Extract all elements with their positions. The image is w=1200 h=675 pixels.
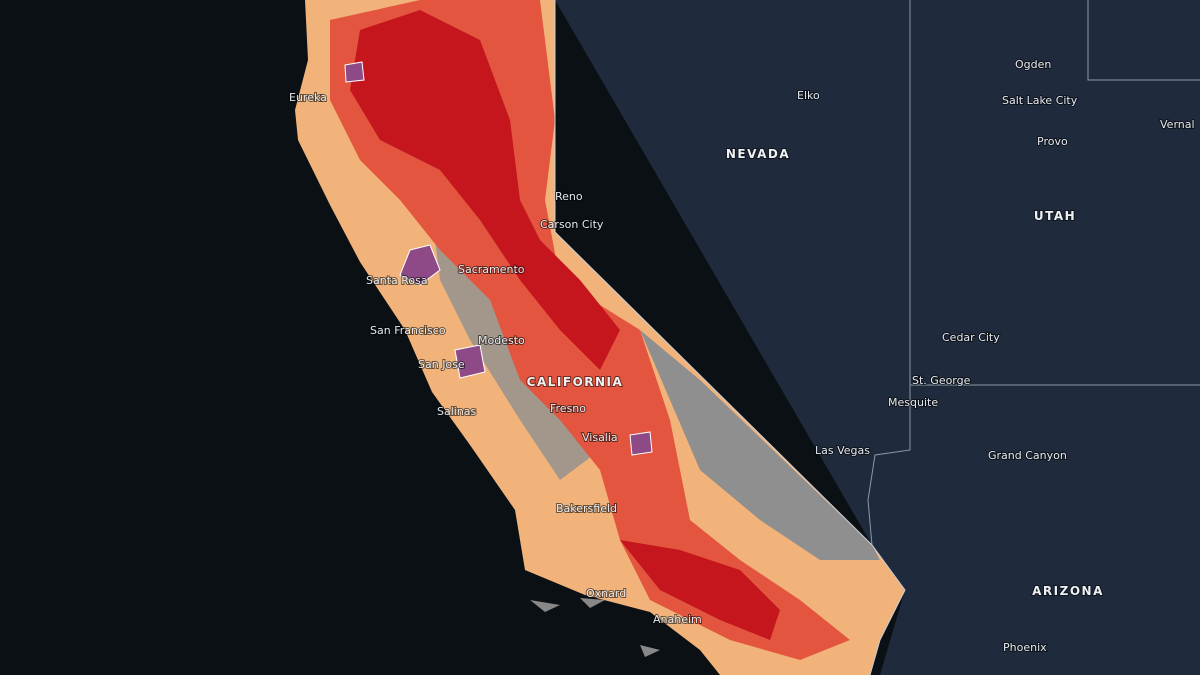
city-label: Santa Rosa xyxy=(366,274,428,287)
city-label: Ogden xyxy=(1015,58,1051,71)
border xyxy=(867,385,911,546)
state-label: ARIZONA xyxy=(1032,584,1104,598)
border xyxy=(1087,0,1200,81)
city-label: Oxnard xyxy=(586,587,626,600)
city-label: Modesto xyxy=(478,334,525,347)
city-label: Salinas xyxy=(437,405,477,418)
city-label: Vernal xyxy=(1160,118,1195,131)
state-label: UTAH xyxy=(1034,209,1076,223)
city-label: Anaheim xyxy=(653,613,702,626)
city-label: Eureka xyxy=(289,91,327,104)
city-label: Sacramento xyxy=(458,263,525,276)
desert-zone xyxy=(640,330,880,560)
city-label: San Francisco xyxy=(370,324,446,337)
burn-area xyxy=(344,61,653,456)
city-label: Carson City xyxy=(540,218,604,231)
city-label: Elko xyxy=(797,89,820,102)
city-label: Reno xyxy=(555,190,583,203)
state-label: CALIFORNIA xyxy=(527,375,624,389)
very-high-zone xyxy=(620,540,780,640)
city-label: Provo xyxy=(1037,135,1068,148)
city-label: St. George xyxy=(912,374,971,387)
city-label: Fresno xyxy=(550,402,586,415)
labels: NEVADA UTAH CALIFORNIA ARIZONA Eureka Reno Car… xyxy=(288,57,1196,655)
city-label: Grand Canyon xyxy=(988,449,1067,462)
city-label: Las Vegas xyxy=(815,444,870,457)
city-label: Salt Lake City xyxy=(1002,94,1078,107)
city-label: San Jose xyxy=(418,358,465,371)
city-label: Phoenix xyxy=(1003,641,1047,654)
city-label: Cedar City xyxy=(942,331,1000,344)
city-label: Mesquite xyxy=(888,396,938,409)
state-borders xyxy=(554,0,1200,675)
very-high-zone xyxy=(350,10,620,370)
border xyxy=(554,0,906,675)
city-label: Visalia xyxy=(582,431,618,444)
land xyxy=(555,0,1200,675)
state-label: NEVADA xyxy=(726,147,790,161)
islands xyxy=(530,598,660,657)
city-label: Bakersfield xyxy=(556,502,617,515)
